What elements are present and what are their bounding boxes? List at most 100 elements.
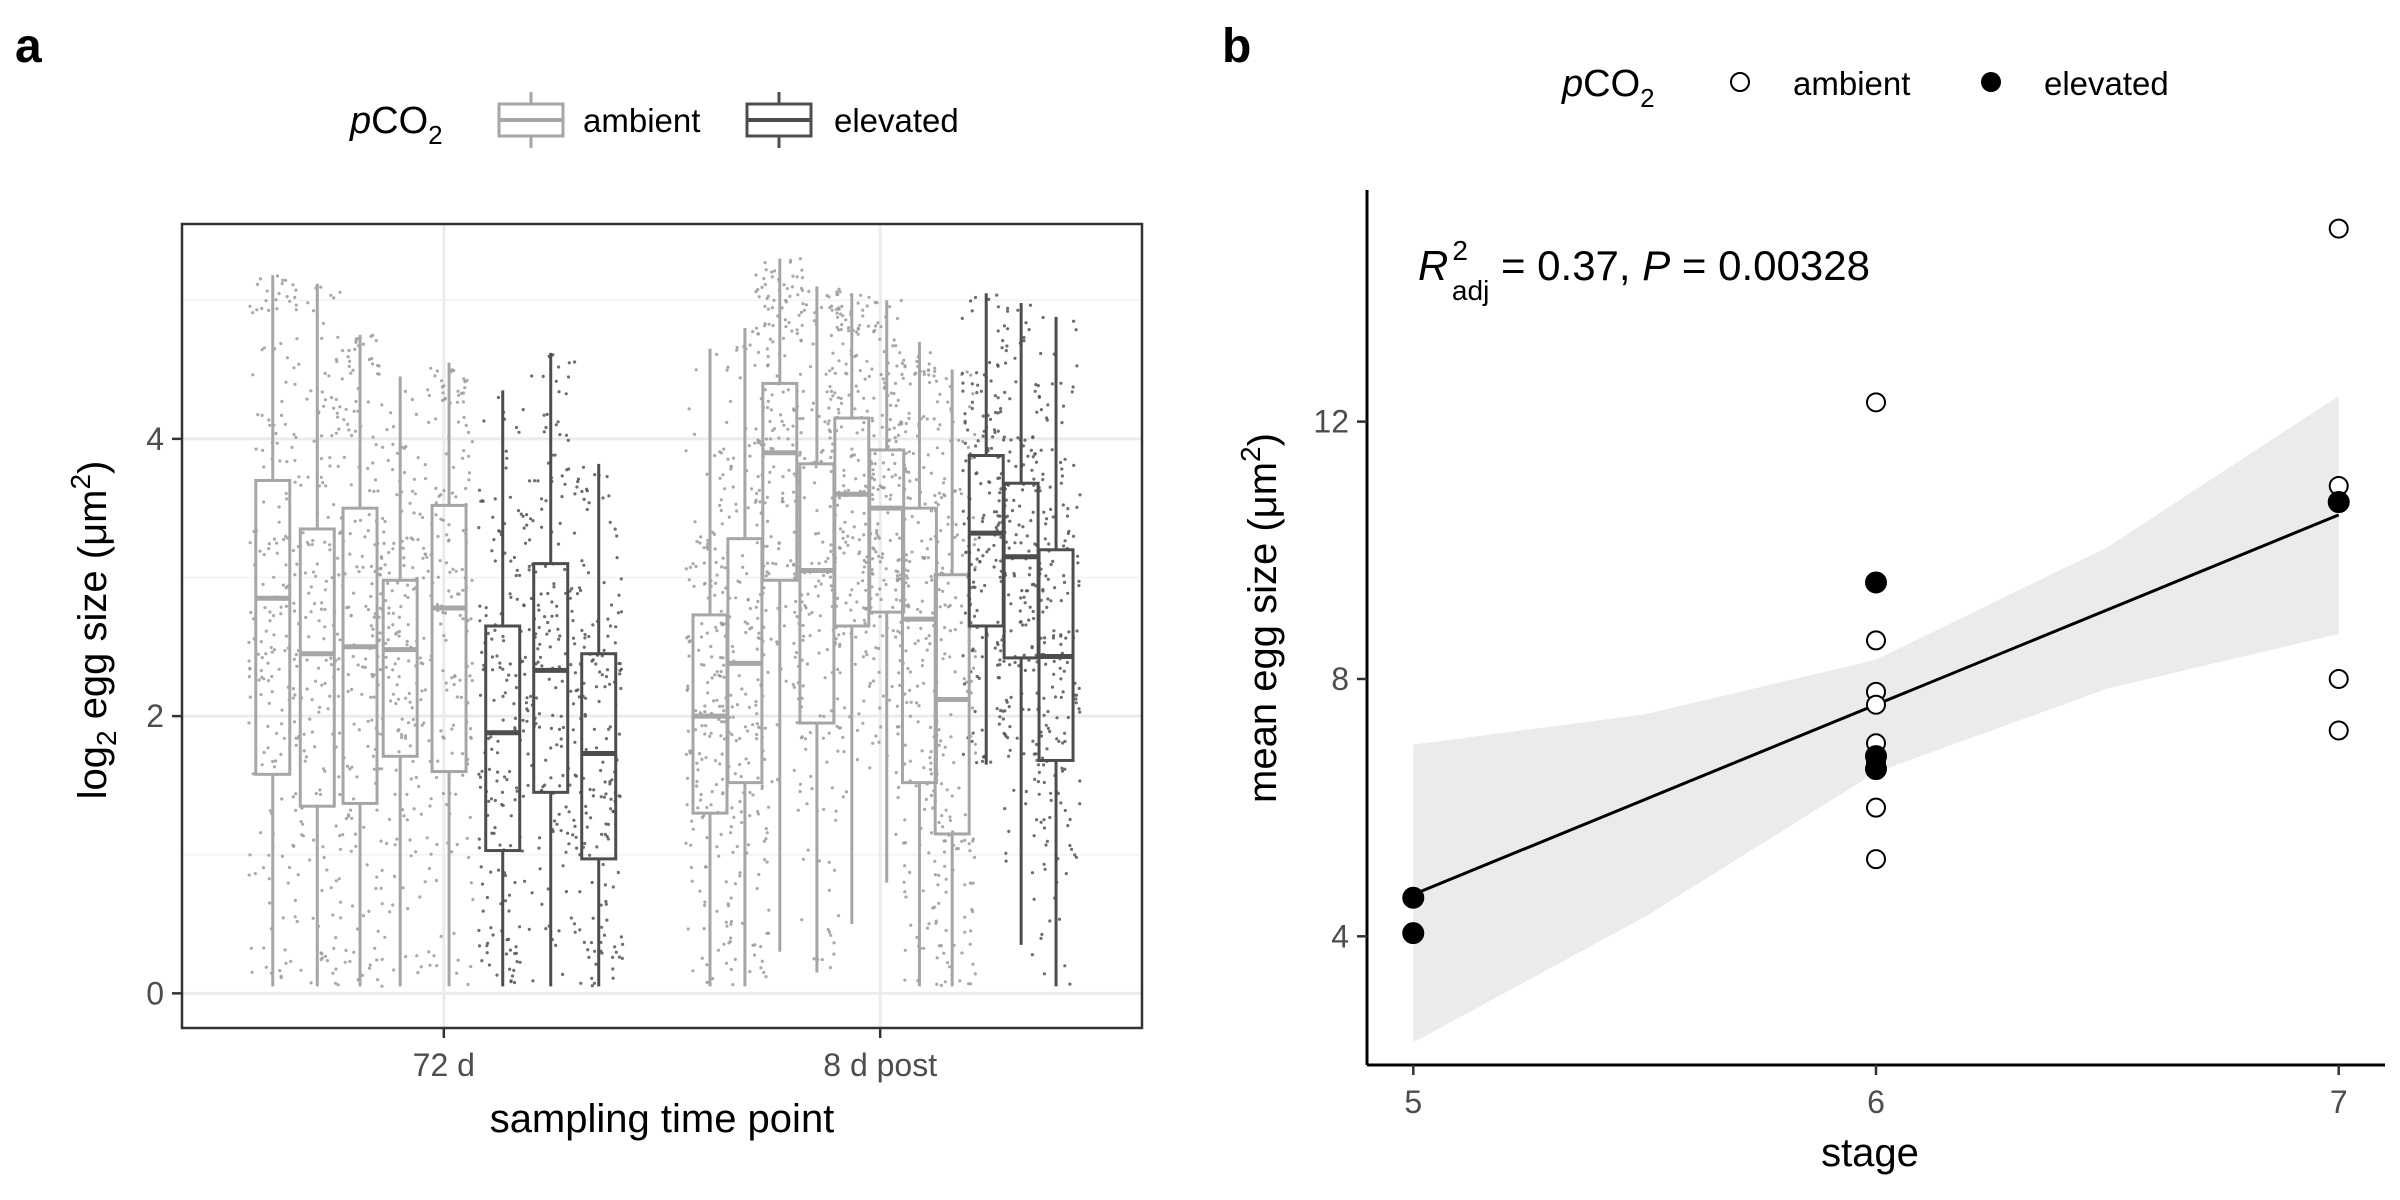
jitter-point [896,629,900,633]
jitter-point [1009,629,1013,633]
jitter-point [733,772,737,776]
legend-b-label-ambient: ambient [1793,65,1910,102]
jitter-point [1037,792,1041,796]
jitter-point [320,888,324,893]
jitter-point [384,599,388,603]
jitter-point [973,565,977,569]
jitter-point [1033,452,1037,456]
jitter-point [719,734,723,738]
jitter-point [297,475,301,479]
jitter-point [288,299,292,303]
jitter-point [247,675,251,679]
jitter-point [865,359,869,363]
jitter-point [763,757,767,762]
jitter-point [426,569,430,573]
jitter-point [283,948,287,952]
jitter-point [349,613,353,617]
jitter-point [443,611,448,615]
jitter-point [292,844,296,849]
jitter-point [972,543,976,547]
jitter-point [571,702,576,706]
jitter-point [443,397,447,401]
jitter-point [558,433,562,437]
jitter-point [948,818,953,823]
jitter-point [777,541,781,545]
jitter-point [379,839,383,843]
jitter-point [970,309,974,313]
jitter-point [841,536,845,540]
jitter-point [822,714,826,719]
jitter-point [264,652,268,656]
jitter-point [412,477,416,481]
jitter-point [477,488,482,492]
jitter-point [905,701,909,705]
jitter-point [387,571,391,575]
jitter-point [769,408,774,412]
jitter-point [847,393,851,397]
jitter-point [606,822,611,827]
jitter-point [591,916,595,920]
jitter-point [445,688,449,692]
jitter-point [754,700,758,704]
jitter-point [264,629,268,633]
jitter-point [698,752,702,756]
jitter-point [988,360,992,365]
jitter-point [874,550,878,554]
jitter-point [816,531,821,535]
jitter-point [436,575,440,579]
jitter-point [560,679,564,683]
jitter-point [1045,605,1049,610]
jitter-point [277,667,281,671]
jitter-point [910,550,914,554]
jitter-point [536,479,540,483]
jitter-point [882,578,886,582]
jitter-point [764,268,768,272]
jitter-point [1071,385,1075,389]
jitter-point [582,645,586,649]
jitter-point [971,516,976,520]
jitter-point [970,649,974,653]
jitter-point [711,530,715,535]
jitter-point [1007,754,1011,758]
jitter-point [1072,463,1076,467]
jitter-point [864,630,868,634]
jitter-point [1035,742,1039,747]
jitter-point [486,941,490,945]
jitter-point [501,803,505,808]
jitter-point [939,944,943,948]
jitter-point [705,631,709,635]
jitter-point [1037,394,1041,399]
jitter-point [993,394,998,398]
jitter-point [796,293,800,297]
jitter-point [509,559,513,563]
jitter-point [766,406,770,410]
jitter-point [444,681,448,685]
jitter-point [826,422,830,426]
jitter-point [713,759,718,763]
jitter-point [836,407,841,411]
jitter-point [1059,460,1063,465]
jitter-point [959,492,964,496]
jitter-point [1018,504,1022,508]
jitter-point [335,359,339,364]
jitter-point [537,846,541,850]
jitter-point [370,582,374,586]
jitter-point [384,655,388,659]
jitter-point [726,365,730,369]
jitter-point [575,485,579,489]
jitter-point [1032,834,1036,838]
jitter-point [496,770,500,774]
jitter-point [248,853,252,857]
jitter-point [519,512,523,516]
jitter-point [599,903,603,907]
jitter-point [975,761,979,765]
jitter-point [465,836,469,840]
jitter-point [599,795,603,799]
jitter-point [249,610,253,615]
jitter-point [766,399,770,403]
jitter-point [293,693,297,697]
jitter-point [335,411,339,415]
jitter-point [412,511,416,515]
jitter-point [971,909,975,914]
jitter-point [896,558,900,563]
